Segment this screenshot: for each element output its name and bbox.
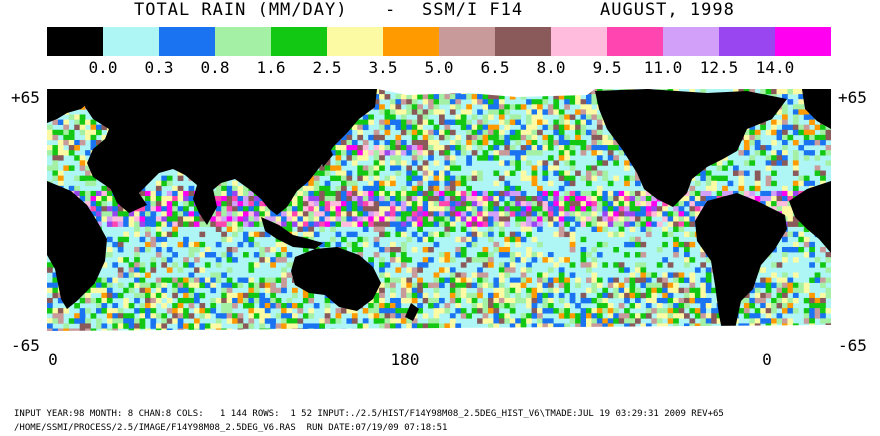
legend-label-1: 0.3 <box>144 58 174 77</box>
footer-line-2: /HOME/SSMI/PROCESS/2.5/IMAGE/F14Y98M08_2… <box>14 423 448 433</box>
legend-label-4: 2.5 <box>312 58 342 77</box>
continents <box>47 89 831 335</box>
legend-swatch-8 <box>495 27 551 56</box>
land-asia <box>85 89 377 215</box>
lat-label-bottom-right: -65 <box>838 336 867 355</box>
land-india <box>193 185 217 225</box>
legend-label-3: 1.6 <box>256 58 286 77</box>
land-africa-right <box>789 181 831 253</box>
legend-label-9: 9.5 <box>592 58 622 77</box>
nodata-arctic <box>377 89 595 97</box>
lat-label-top-right: +65 <box>838 88 867 107</box>
land-europe-left <box>47 89 93 123</box>
land-greenland <box>807 89 831 111</box>
rain-map <box>47 89 831 354</box>
legend-swatch-9 <box>551 27 607 56</box>
lon-label-180: 180 <box>390 350 420 369</box>
legend-swatch-12 <box>719 27 775 56</box>
legend-swatch-3 <box>215 27 271 56</box>
title-variable: TOTAL RAIN (MM/DAY) <box>134 0 348 20</box>
no-data-areas <box>47 89 831 354</box>
rain-map-graphic <box>47 89 831 354</box>
map-title: TOTAL RAIN (MM/DAY) - SSM/I F14 AUGUST, … <box>0 0 880 24</box>
title-dash: - <box>385 0 397 20</box>
legend-label-0: 0.0 <box>88 58 118 77</box>
legend-label-12: 14.0 <box>755 58 795 77</box>
legend-label-5: 3.5 <box>368 58 398 77</box>
legend-swatch-5 <box>327 27 383 56</box>
title-date: AUGUST, 1998 <box>600 0 735 20</box>
legend-label-6: 5.0 <box>424 58 454 77</box>
legend-label-2: 0.8 <box>200 58 230 77</box>
lat-label-top-left: +65 <box>11 88 40 107</box>
legend-label-8: 8.0 <box>536 58 566 77</box>
legend-swatch-7 <box>439 27 495 56</box>
lat-label-bottom-left: -65 <box>11 336 40 355</box>
legend-swatch-13 <box>775 27 831 56</box>
legend-swatch-4 <box>271 27 327 56</box>
legend-labels: 0.0 0.3 0.8 1.6 2.5 3.5 5.0 6.5 8.0 9.5 11.0 12.5 14… <box>47 58 831 78</box>
land-australia <box>291 247 381 311</box>
land-north-america <box>595 89 787 207</box>
legend-label-7: 6.5 <box>480 58 510 77</box>
land-indonesia <box>261 217 323 249</box>
land-new-zealand <box>405 303 419 321</box>
legend-swatch-1 <box>103 27 159 56</box>
land-south-america <box>695 193 787 335</box>
title-sensor: SSM/I F14 <box>422 0 524 20</box>
land-africa-left <box>47 181 107 309</box>
legend-swatch-6 <box>383 27 439 56</box>
land-japan <box>317 141 333 167</box>
legend-swatch-10 <box>607 27 663 56</box>
nodata-antarctic <box>47 325 831 354</box>
color-legend <box>47 27 831 56</box>
legend-label-11: 12.5 <box>699 58 739 77</box>
legend-swatch-2 <box>159 27 215 56</box>
legend-swatch-11 <box>663 27 719 56</box>
footer-line-1: INPUT YEAR:98 MONTH: 8 CHAN:8 COLS: 1 14… <box>14 409 724 419</box>
land-arabia <box>109 185 147 213</box>
legend-label-10: 11.0 <box>643 58 683 77</box>
legend-swatch-0 <box>47 27 103 56</box>
lon-label-0-right: 0 <box>762 350 772 369</box>
lon-label-0-left: 0 <box>48 350 58 369</box>
